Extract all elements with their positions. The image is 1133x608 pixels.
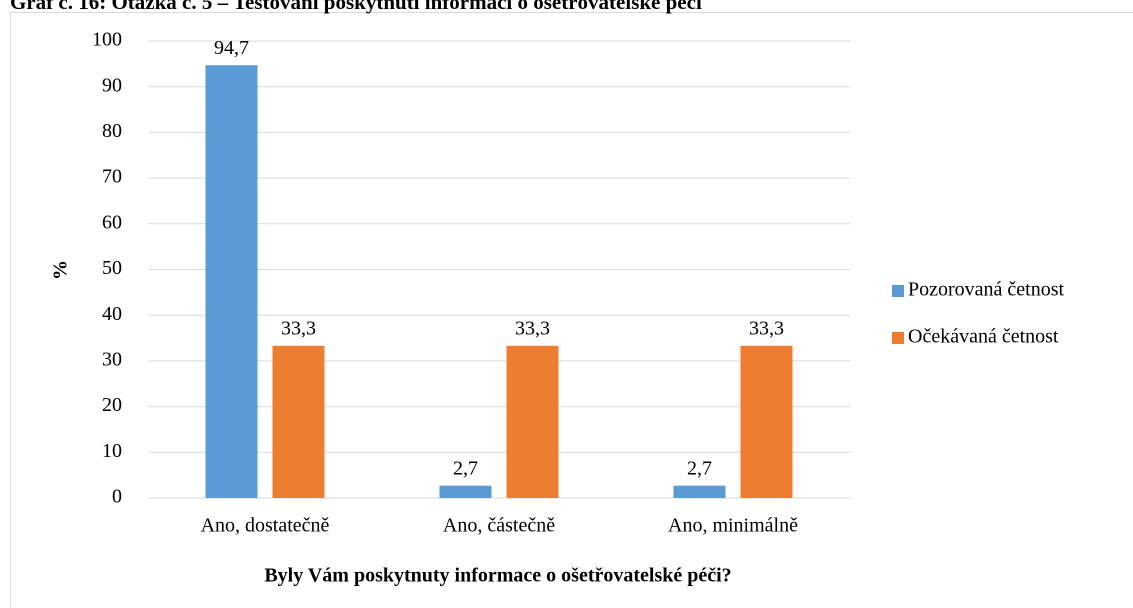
data-label: 2,7 <box>687 457 712 479</box>
y-axis-title: % <box>50 260 72 280</box>
data-label: 2,7 <box>453 457 478 479</box>
bar <box>506 345 559 498</box>
data-label: 33,3 <box>749 317 784 339</box>
x-axis-title: Byly Vám poskytnuty informace o ošetřova… <box>264 565 731 587</box>
legend-swatch <box>892 285 904 297</box>
legend-swatch <box>892 332 904 344</box>
data-label: 33,3 <box>281 317 316 339</box>
y-tick-label: 80 <box>102 120 122 142</box>
y-tick-label: 40 <box>102 303 122 325</box>
y-tick-label: 90 <box>102 74 122 96</box>
bar <box>673 485 726 498</box>
chart-title: Graf č. 16: Otázka č. 5 – Testování posk… <box>10 0 702 14</box>
y-tick-label: 100 <box>92 29 122 51</box>
x-tick-label: Ano, částečně <box>443 515 555 537</box>
x-tick-label: Ano, minimálně <box>668 515 798 537</box>
bar <box>272 345 325 498</box>
bar <box>740 345 793 498</box>
y-tick-label: 30 <box>102 348 122 370</box>
x-tick-label: Ano, dostatečně <box>201 515 330 537</box>
y-tick-label: 50 <box>102 257 122 279</box>
chart-frame <box>10 12 1133 608</box>
y-tick-label: 70 <box>102 166 122 188</box>
y-tick-label: 10 <box>102 440 122 462</box>
bar <box>205 65 258 498</box>
data-label: 33,3 <box>515 317 550 339</box>
bar <box>439 485 492 498</box>
data-label: 94,7 <box>214 37 249 59</box>
y-tick-label: 20 <box>102 394 122 416</box>
y-tick-label: 60 <box>102 211 122 233</box>
legend-label: Pozorovaná četnost <box>908 279 1065 301</box>
legend-label: Očekávaná četnost <box>908 326 1059 348</box>
y-tick-label: 0 <box>112 486 122 508</box>
